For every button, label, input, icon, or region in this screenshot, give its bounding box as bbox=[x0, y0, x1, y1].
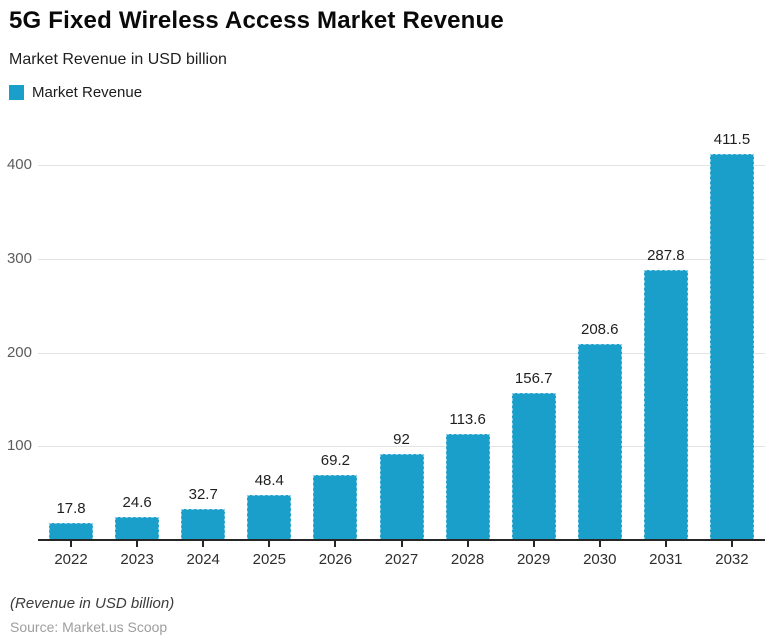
x-tick-label-2028: 2028 bbox=[450, 551, 485, 568]
value-label-2031: 287.8 bbox=[647, 247, 685, 265]
value-label-2023: 24.6 bbox=[122, 493, 152, 511]
source-credit: Source: Market.us Scoop bbox=[10, 619, 168, 635]
value-label-2024: 32.7 bbox=[188, 486, 218, 504]
x-tick-2026 bbox=[334, 541, 337, 547]
x-tick-label-2030: 2030 bbox=[583, 551, 617, 568]
x-tick-label-2025: 2025 bbox=[252, 551, 286, 568]
value-label-2025: 48.4 bbox=[254, 471, 284, 489]
value-label-2027: 92 bbox=[393, 430, 410, 448]
value-label-2032: 411.5 bbox=[713, 131, 751, 149]
page-title: 5G Fixed Wireless Access Market Revenue bbox=[9, 7, 504, 34]
x-tick-label-2029: 2029 bbox=[516, 551, 551, 568]
legend-swatch-icon bbox=[9, 85, 24, 100]
x-tick-label-2023: 2023 bbox=[120, 551, 154, 568]
x-tick-2024 bbox=[202, 541, 205, 547]
x-tick-label-2022: 2022 bbox=[54, 551, 88, 568]
x-tick-label-2031: 2031 bbox=[649, 551, 683, 568]
bar-2026 bbox=[313, 475, 358, 540]
value-label-2030: 208.6 bbox=[580, 321, 619, 339]
plot-area: 17.8 24.6 32.7 48.4 69.2 92 113.6 156.7 208.6 287… bbox=[38, 120, 765, 540]
legend-label: Market Revenue bbox=[32, 84, 143, 101]
x-tick-label-2026: 2026 bbox=[318, 551, 353, 568]
bar-2022 bbox=[49, 523, 94, 540]
legend: Market Revenue bbox=[9, 84, 142, 101]
x-tick-2032 bbox=[730, 541, 733, 547]
bar-2031 bbox=[643, 270, 688, 540]
bar-2024 bbox=[181, 509, 226, 540]
bar-2032 bbox=[709, 154, 754, 540]
x-axis-ticks bbox=[38, 541, 765, 547]
gridline-400 bbox=[38, 165, 765, 166]
x-axis-labels: 2022 2023 2024 2025 2026 2027 2028 2029 2030 2031… bbox=[38, 551, 765, 571]
bar-2023 bbox=[115, 516, 160, 540]
x-tick-label-2024: 2024 bbox=[186, 551, 220, 568]
y-axis: 100 200 300 400 bbox=[0, 120, 34, 540]
x-axis-line bbox=[38, 539, 765, 541]
x-tick-2031 bbox=[664, 541, 667, 547]
y-tick-label: 300 bbox=[6, 249, 32, 267]
y-tick-label: 100 bbox=[6, 437, 32, 455]
gridline-100 bbox=[38, 446, 765, 448]
bar-2025 bbox=[247, 494, 292, 540]
chart-subtitle: Market Revenue in USD billion bbox=[9, 51, 227, 68]
value-label-2029: 156.7 bbox=[514, 370, 553, 388]
y-tick-label: 400 bbox=[6, 156, 32, 173]
x-tick-label-2032: 2032 bbox=[715, 551, 749, 568]
x-tick-2027 bbox=[400, 541, 403, 547]
x-tick-2022 bbox=[70, 541, 73, 547]
bar-2027 bbox=[379, 453, 424, 540]
value-label-2028: 113.6 bbox=[449, 410, 486, 428]
gridline-300 bbox=[38, 258, 765, 260]
value-label-2026: 69.2 bbox=[320, 452, 350, 470]
y-tick-label: 200 bbox=[6, 343, 32, 361]
bar-2029 bbox=[511, 393, 556, 540]
bar-chart: 100 200 300 400 17.8 24.6 32.7 48.4 69.2 92 113.6… bbox=[0, 120, 768, 590]
footnote: (Revenue in USD billion) bbox=[10, 595, 175, 612]
gridline-200 bbox=[38, 352, 765, 354]
bar-2030 bbox=[577, 344, 622, 540]
value-label-2022: 17.8 bbox=[56, 500, 86, 518]
x-tick-2028 bbox=[466, 541, 469, 547]
x-tick-2025 bbox=[268, 541, 271, 547]
x-tick-label-2027: 2027 bbox=[384, 551, 419, 568]
bar-2028 bbox=[445, 433, 490, 540]
x-tick-2029 bbox=[532, 541, 535, 547]
x-tick-2023 bbox=[136, 541, 139, 547]
x-tick-2030 bbox=[598, 541, 601, 547]
